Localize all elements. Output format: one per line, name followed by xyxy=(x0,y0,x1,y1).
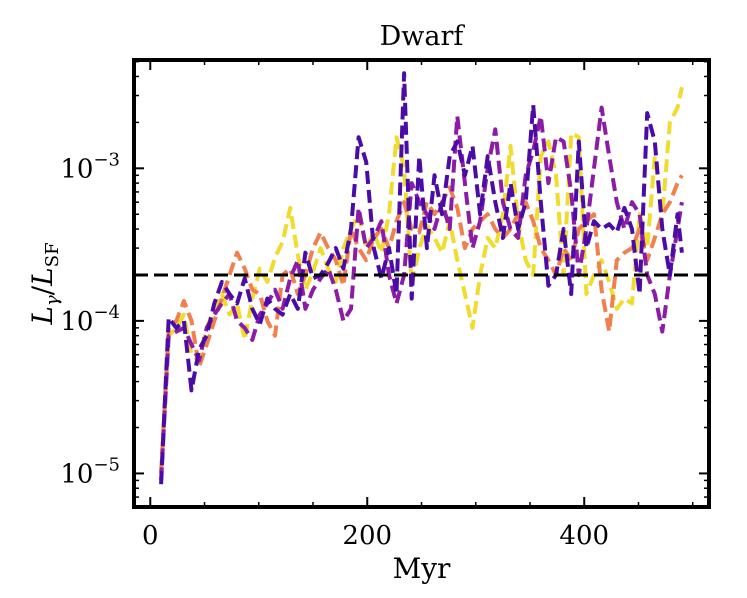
x-tick-label: 0 xyxy=(142,521,159,551)
chart-title: Dwarf xyxy=(380,21,466,52)
tick-layer: 0 200 400 10−5 10−4 10−3 xyxy=(60,60,709,551)
x-axis-label: Myr xyxy=(393,552,451,585)
x-tick-label: 400 xyxy=(559,521,609,551)
x-tick-label: 200 xyxy=(342,521,392,551)
y-axis-label-main: L xyxy=(26,306,59,326)
y-tick-label: 10−4 xyxy=(60,302,120,337)
series-line-run-orange xyxy=(159,174,684,474)
y-tick-label: 10−5 xyxy=(60,454,120,489)
series-layer xyxy=(159,71,684,485)
series-line-run-indigo xyxy=(159,71,684,485)
y-axis-label-main-2: L xyxy=(26,267,59,287)
plot-frame xyxy=(132,58,711,509)
y-axis-label: Lγ/LSF xyxy=(26,242,63,325)
series-line-run-purple xyxy=(159,105,684,481)
y-axis-label-sub-gamma: γ xyxy=(42,295,63,306)
y-axis-label-slash: / xyxy=(26,285,59,295)
y-axis-label-sub-sf: SF xyxy=(42,242,63,267)
y-tick-label: 10−3 xyxy=(60,149,120,184)
